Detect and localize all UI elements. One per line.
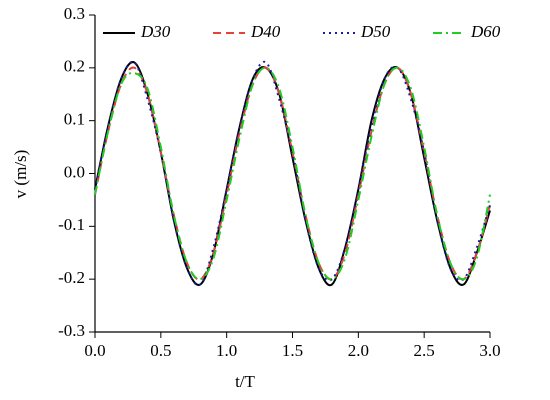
- y-tick-label: -0.2: [58, 268, 85, 287]
- x-tick-label: 0.5: [150, 341, 171, 360]
- legend-label: D50: [360, 22, 391, 41]
- legend-label: D30: [140, 22, 171, 41]
- series-line: [94, 66, 491, 281]
- y-tick-label: 0.2: [64, 57, 85, 76]
- x-tick-label: 0.0: [84, 341, 105, 360]
- x-tick-label: 3.0: [479, 341, 500, 360]
- y-tick-label: -0.1: [58, 215, 85, 234]
- legend-label: D60: [470, 22, 501, 41]
- y-tick-label: 0.1: [64, 110, 85, 129]
- y-tick-label: 0.0: [64, 162, 85, 181]
- y-tick-label: -0.3: [58, 321, 85, 340]
- x-tick-label: 1.5: [282, 341, 303, 360]
- y-tick-label: 0.3: [64, 4, 85, 23]
- y-axis-label: v (m/s): [11, 150, 30, 199]
- legend-label: D40: [250, 22, 281, 41]
- x-axis-label: t/T: [235, 372, 255, 391]
- series-line: [94, 66, 491, 281]
- x-tick-label: 1.0: [216, 341, 237, 360]
- x-tick-label: 2.0: [348, 341, 369, 360]
- series-line: [94, 60, 491, 287]
- x-tick-label: 2.5: [414, 341, 435, 360]
- series-line: [94, 61, 491, 287]
